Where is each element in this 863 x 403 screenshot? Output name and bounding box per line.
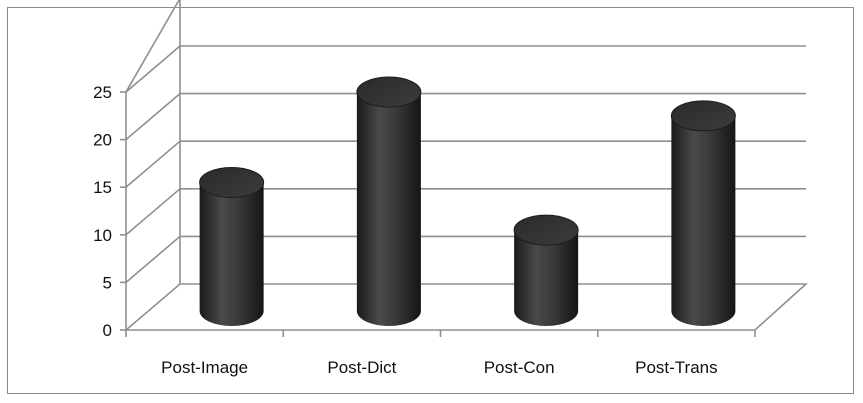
bar-body	[356, 92, 421, 326]
bar-top	[513, 214, 579, 246]
gridline-side-15	[125, 140, 181, 188]
bar-body	[514, 230, 579, 326]
x-tick-label: Post-Con	[484, 358, 555, 377]
y-tick-label: 0	[103, 321, 112, 340]
x-tick-label: Post-Dict	[327, 358, 396, 377]
bar-post-trans	[670, 100, 736, 326]
gridline-side-25	[125, 45, 181, 93]
bar-body	[199, 182, 264, 326]
y-tick-label: 5	[103, 273, 112, 292]
gridline-side-10	[125, 188, 181, 236]
floor	[123, 283, 809, 331]
x-tick-label: Post-Trans	[635, 358, 718, 377]
bar-post-image	[199, 166, 265, 326]
y-tick-label: 10	[93, 226, 112, 245]
axes	[120, 0, 756, 337]
gridline-side-20	[125, 92, 181, 141]
bar-body	[671, 115, 736, 326]
y-tick-label: 20	[93, 131, 112, 150]
x-tick-label: Post-Image	[161, 358, 248, 377]
bars	[199, 76, 736, 326]
bar-top	[670, 100, 736, 132]
gridline-side-top	[125, 0, 181, 93]
bar-post-dict	[356, 76, 422, 326]
gridline-side-5	[125, 235, 181, 284]
y-tick-label: 25	[93, 83, 112, 102]
bar-top	[356, 76, 422, 108]
y-tick-label: 15	[93, 178, 112, 197]
bar-post-con	[513, 214, 579, 326]
bar-top	[199, 166, 265, 198]
labels: 0 5 10 15 20 25 Post-Image Post-Dict Post-Con Pos…	[93, 83, 718, 377]
